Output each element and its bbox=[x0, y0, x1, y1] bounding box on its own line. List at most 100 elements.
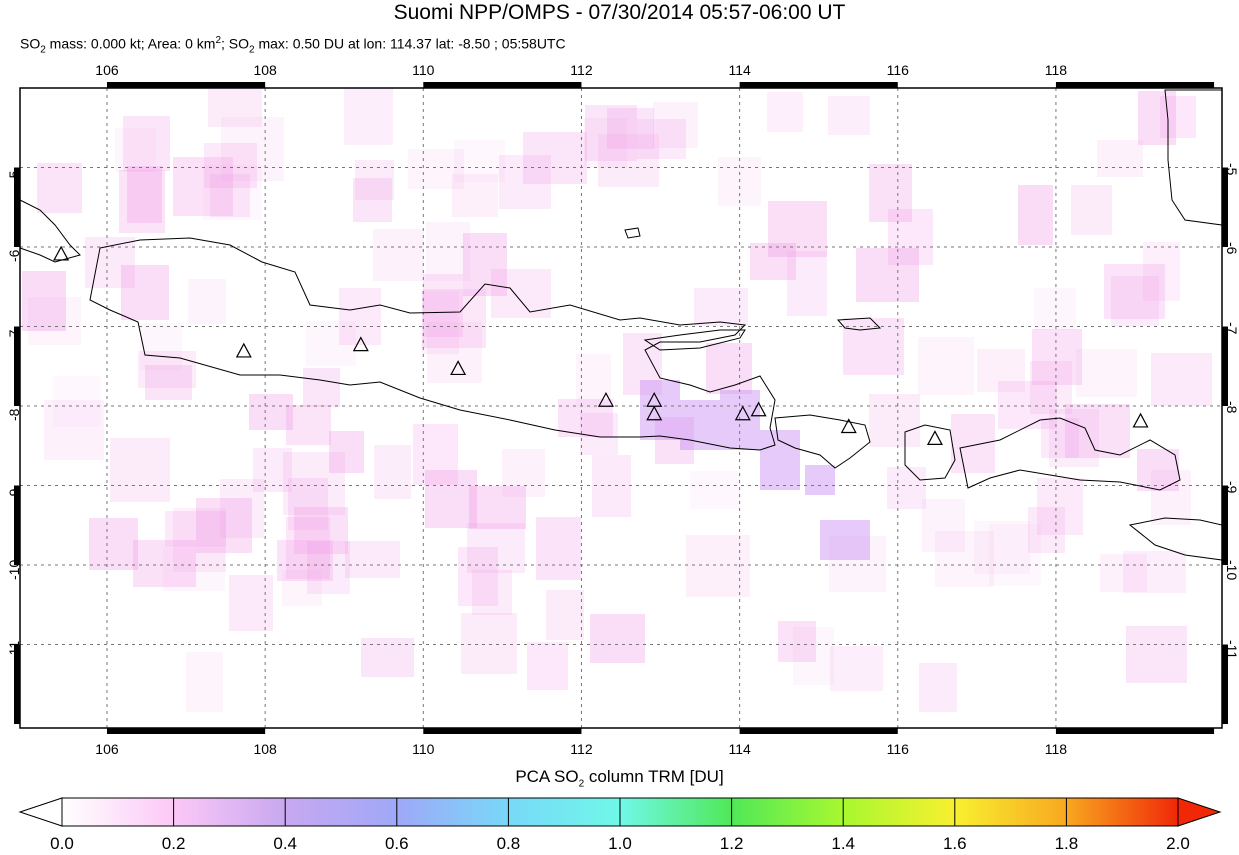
so2-cell bbox=[454, 140, 505, 182]
colorbar-tick-label: 1.6 bbox=[942, 834, 967, 853]
frame-bar bbox=[739, 82, 898, 88]
so2-cell bbox=[869, 394, 920, 447]
so2-cell bbox=[110, 438, 170, 502]
lat-label-right: -11 bbox=[1224, 639, 1239, 659]
coastline-sumatra bbox=[19, 199, 81, 263]
lon-label: 108 bbox=[253, 741, 277, 757]
colorbar-tick-label: 1.4 bbox=[831, 834, 856, 853]
frame-bar bbox=[106, 82, 266, 88]
so2-cell bbox=[286, 405, 331, 445]
lat-label-left: -8 bbox=[6, 408, 22, 421]
lat-label-right: -10 bbox=[1224, 560, 1239, 581]
so2-cell bbox=[408, 149, 464, 189]
so2-cell bbox=[1151, 470, 1191, 525]
so2-cell bbox=[580, 413, 618, 455]
so2-cell bbox=[686, 535, 750, 597]
colorbar-label: PCA SO2 column TRM [DU] bbox=[515, 767, 724, 790]
volcano-icon bbox=[840, 418, 857, 434]
so2-cell bbox=[53, 376, 101, 427]
colorbar-tick-label: 0.6 bbox=[384, 834, 409, 853]
lon-label: 106 bbox=[95, 741, 119, 757]
colorbar-tick-label: 0.4 bbox=[273, 834, 298, 853]
so2-cell bbox=[373, 229, 424, 281]
so2-cell bbox=[196, 498, 252, 553]
so2-cell bbox=[413, 424, 458, 485]
so2-cell bbox=[422, 289, 486, 348]
volcano-icon bbox=[235, 342, 252, 358]
so2-cell bbox=[869, 164, 912, 222]
so2-cell bbox=[463, 233, 507, 296]
so2-cell bbox=[843, 318, 904, 375]
lat-label-left: -9 bbox=[6, 488, 22, 501]
so2-cell bbox=[536, 517, 581, 580]
lon-label: 116 bbox=[886, 62, 909, 78]
so2-cell bbox=[1071, 185, 1112, 235]
colorbar-max-arrow bbox=[1177, 797, 1222, 827]
so2-cell bbox=[607, 108, 654, 149]
so2-cell bbox=[165, 511, 226, 547]
so2-cell bbox=[345, 541, 400, 578]
so2-cell bbox=[768, 201, 827, 257]
lat-label-left: -7 bbox=[6, 329, 22, 342]
so2-cell bbox=[1030, 361, 1072, 414]
frame-bar bbox=[106, 728, 266, 734]
so2-cell bbox=[820, 520, 870, 560]
so2-cell bbox=[922, 499, 965, 552]
lon-label: 110 bbox=[412, 741, 435, 757]
colorbar-tick-label: 1.2 bbox=[719, 834, 744, 853]
so2-cell bbox=[1076, 349, 1137, 397]
so2-cell bbox=[307, 541, 350, 594]
so2-cell bbox=[127, 166, 162, 223]
lon-label: 112 bbox=[570, 741, 593, 757]
so2-cell bbox=[283, 452, 345, 515]
lon-label: 118 bbox=[1044, 62, 1068, 78]
so2-cell bbox=[282, 570, 322, 606]
so2-cell bbox=[623, 333, 662, 395]
so2-cell bbox=[1126, 626, 1187, 683]
coastline-sumbawa bbox=[959, 417, 1181, 491]
so2-cell bbox=[229, 575, 273, 631]
so2-cell bbox=[427, 322, 482, 383]
frame-bar bbox=[1055, 728, 1215, 734]
so2-cell bbox=[1143, 242, 1180, 301]
so2-cell bbox=[355, 160, 394, 200]
so2-cell bbox=[303, 368, 340, 407]
frame-bar bbox=[423, 728, 582, 734]
so2-cell bbox=[887, 467, 926, 509]
lat-label-left: -11 bbox=[6, 640, 22, 660]
volcano-icon bbox=[734, 405, 751, 421]
so2-cell bbox=[1111, 276, 1159, 326]
volcano-icon bbox=[53, 245, 70, 261]
so2-cell bbox=[1032, 329, 1082, 385]
lat-label-left: -5 bbox=[6, 170, 22, 183]
so2-cell bbox=[527, 642, 568, 690]
so2-cell bbox=[288, 478, 328, 530]
frame-bar bbox=[1222, 326, 1228, 407]
so2-cell bbox=[210, 174, 250, 217]
lon-label: 118 bbox=[1044, 741, 1068, 757]
coastline-java bbox=[89, 237, 776, 451]
map-title: Suomi NPP/OMPS - 07/30/2014 05:57-06:00 … bbox=[393, 1, 846, 24]
map-panel bbox=[14, 82, 1228, 734]
so2-cell bbox=[935, 531, 994, 587]
so2-cell bbox=[584, 118, 627, 168]
lon-label: 114 bbox=[728, 741, 751, 757]
so2-pixel-layer bbox=[22, 88, 1212, 712]
lat-label-right: -8 bbox=[1224, 401, 1239, 414]
so2-cell bbox=[344, 88, 393, 145]
so2-cell bbox=[452, 174, 498, 217]
so2-cell bbox=[188, 279, 226, 324]
so2-cell bbox=[329, 431, 364, 473]
frame-bar bbox=[1222, 485, 1228, 566]
so2-cell bbox=[458, 547, 498, 606]
graticule bbox=[20, 88, 1222, 728]
so2-cell bbox=[374, 445, 411, 499]
so2-cell bbox=[1065, 404, 1130, 458]
so2-cell bbox=[767, 92, 803, 132]
coastline-lombok bbox=[904, 424, 956, 481]
volcano-icon bbox=[1132, 412, 1149, 428]
frame-bar bbox=[14, 167, 20, 248]
so2-cell bbox=[805, 465, 835, 495]
frame-bar bbox=[423, 82, 582, 88]
so2-cell bbox=[590, 614, 645, 663]
